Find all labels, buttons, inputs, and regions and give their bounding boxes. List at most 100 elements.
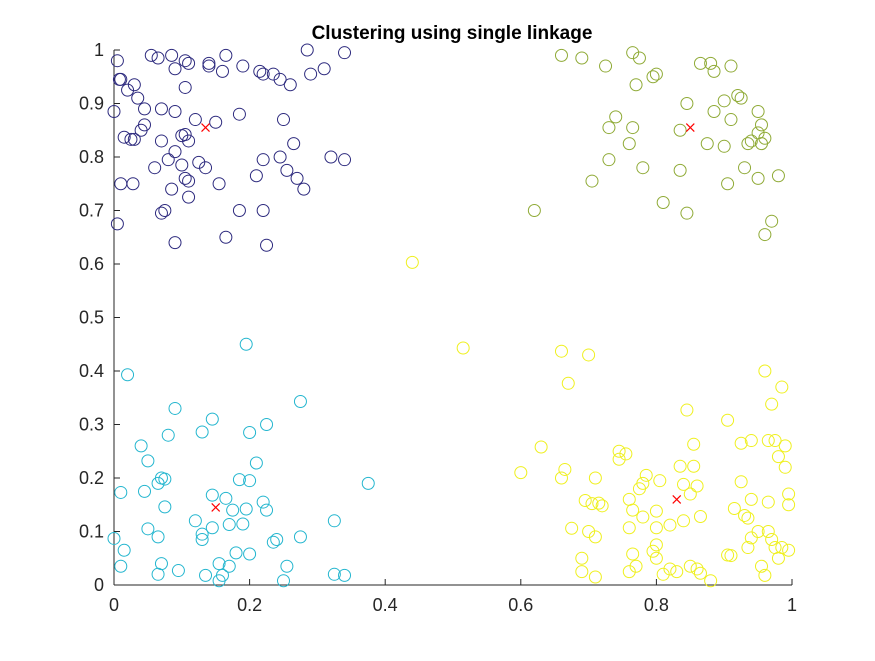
data-point (561, 376, 575, 390)
data-point (195, 527, 209, 541)
data-point (114, 559, 128, 573)
data-point (205, 521, 219, 535)
y-tick-label: 0.8 (79, 147, 104, 167)
data-point (168, 236, 182, 250)
data-point (280, 163, 294, 177)
data-point (202, 56, 216, 70)
data-point (219, 491, 233, 505)
data-point (126, 177, 140, 191)
data-point (771, 551, 785, 565)
data-point (199, 568, 213, 582)
data-point (554, 344, 568, 358)
data-point (168, 105, 182, 119)
data-point (165, 48, 179, 62)
centroid-stroke (685, 123, 695, 132)
data-point (171, 564, 185, 578)
data-point (677, 477, 691, 491)
y-tick-label: 0.5 (79, 308, 104, 328)
data-point (327, 567, 341, 581)
data-point (239, 502, 253, 516)
data-point (232, 204, 246, 217)
data-point (626, 46, 640, 60)
data-point (112, 72, 126, 86)
data-point (693, 510, 707, 524)
y-tick-label: 0.9 (79, 94, 104, 114)
data-point (578, 493, 592, 507)
data-point (154, 557, 168, 571)
data-point (121, 83, 135, 97)
data-point (195, 533, 209, 547)
data-point (215, 64, 229, 78)
data-point (256, 67, 270, 81)
data-point (751, 105, 765, 119)
data-point (175, 158, 189, 172)
data-point (324, 150, 338, 164)
data-point (151, 476, 165, 490)
series-1 (107, 43, 352, 252)
data-point (649, 67, 663, 81)
data-point (202, 59, 216, 73)
data-point (260, 238, 274, 252)
data-point (585, 497, 599, 511)
data-point (761, 525, 775, 538)
data-point (161, 153, 175, 167)
y-tick-label: 0.1 (79, 522, 104, 542)
data-point (534, 440, 548, 454)
data-point (253, 64, 267, 78)
data-point (771, 169, 785, 183)
data-point (727, 501, 741, 515)
data-point (168, 401, 182, 415)
data-point (154, 134, 168, 148)
data-point (704, 56, 718, 70)
data-point (656, 195, 670, 209)
data-point (117, 543, 131, 557)
centroid-marker (685, 123, 695, 132)
data-point (639, 468, 653, 482)
data-point (158, 472, 172, 486)
data-point (761, 495, 775, 509)
data-point (636, 161, 650, 175)
data-point (741, 137, 755, 151)
data-point (626, 503, 640, 517)
data-point (693, 566, 707, 580)
y-tick-label: 0 (94, 575, 104, 595)
data-point (599, 59, 613, 73)
data-point (168, 62, 182, 76)
data-point (585, 174, 599, 188)
data-point (602, 153, 616, 167)
data-point (609, 110, 623, 124)
data-point (239, 337, 253, 351)
data-point (707, 105, 721, 119)
data-point (266, 535, 280, 549)
data-point (724, 59, 738, 73)
data-point (575, 551, 589, 565)
centroid-marker (211, 503, 221, 512)
centroid-marker (201, 123, 210, 132)
data-point (595, 499, 609, 513)
y-tick-label: 0.3 (79, 415, 104, 435)
data-point (283, 78, 297, 92)
data-point (768, 434, 782, 448)
data-point (270, 533, 284, 547)
data-point (212, 177, 226, 191)
data-point (236, 59, 250, 73)
data-point (304, 67, 318, 81)
data-point (178, 171, 192, 185)
data-point (256, 495, 270, 509)
data-point (226, 503, 240, 517)
data-point (121, 368, 135, 382)
data-point (138, 484, 152, 498)
x-tick-label: 0 (109, 595, 119, 615)
data-point (758, 131, 772, 145)
data-point (182, 56, 196, 70)
data-point (622, 521, 636, 535)
data-point (744, 531, 758, 545)
data-point (117, 130, 131, 144)
data-point (107, 105, 121, 119)
centroid-stroke (672, 494, 682, 504)
data-point (673, 163, 687, 177)
data-point (632, 51, 646, 65)
data-point (775, 541, 789, 555)
data-point (195, 425, 209, 439)
